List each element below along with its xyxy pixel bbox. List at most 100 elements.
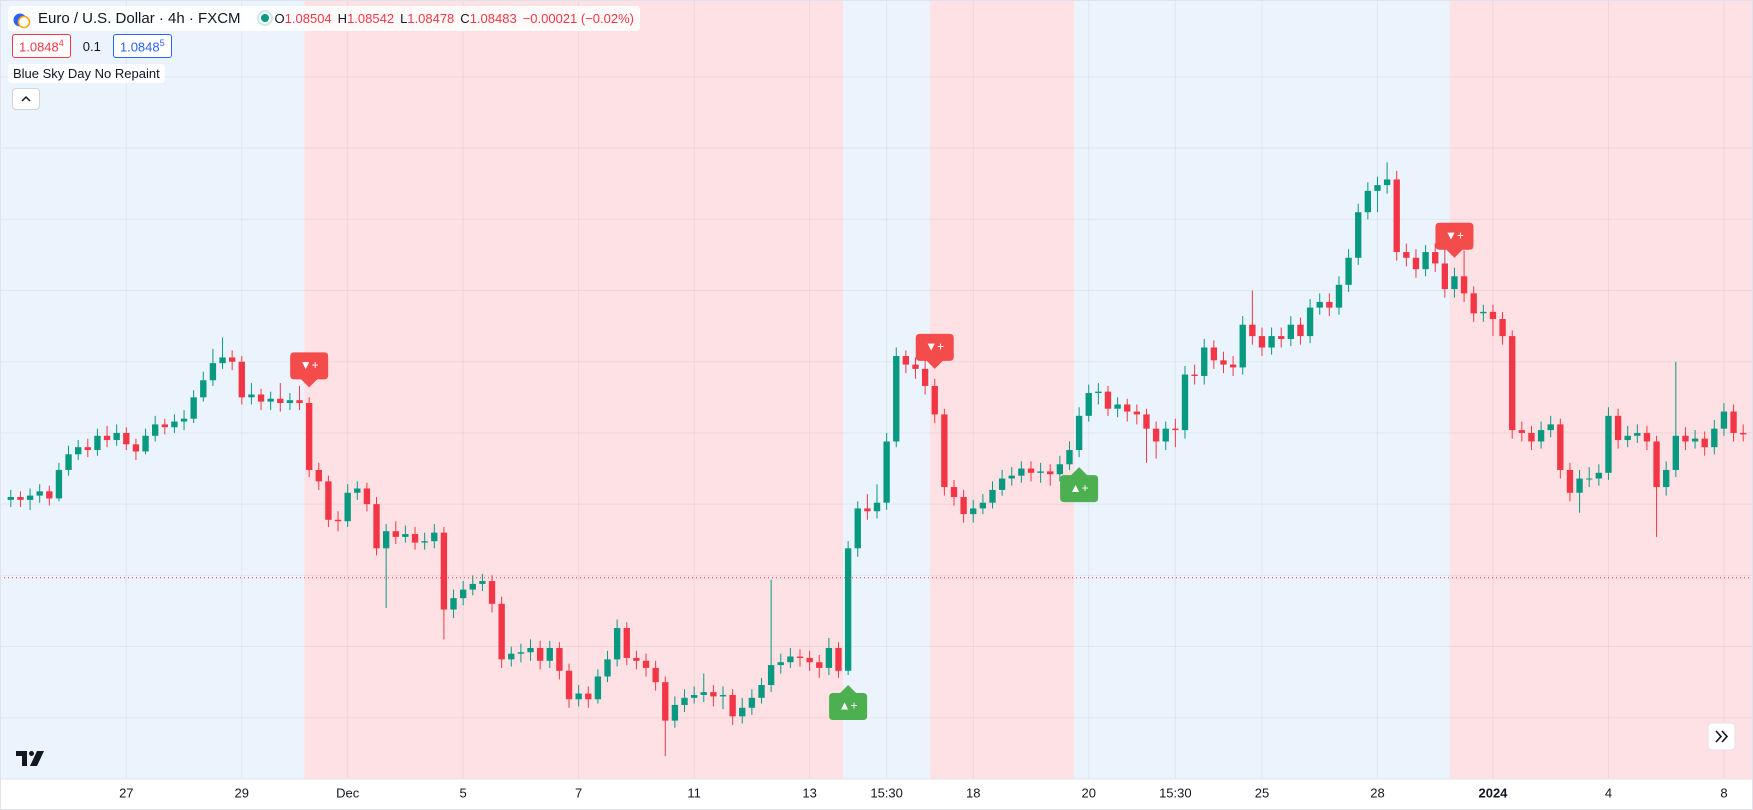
candle-body xyxy=(536,647,544,661)
candle-body xyxy=(1547,424,1554,431)
background-region xyxy=(929,0,1075,779)
candle-body xyxy=(1172,428,1179,431)
signal-shape xyxy=(1060,467,1099,503)
candle-body xyxy=(1663,469,1670,488)
candle-body xyxy=(113,432,120,441)
candle-body xyxy=(1682,435,1689,442)
candle-body xyxy=(1133,411,1141,415)
candle-body xyxy=(1162,428,1169,442)
candle-body xyxy=(671,704,679,721)
candle-body xyxy=(585,693,592,700)
flag-icon xyxy=(17,15,31,29)
candle-body xyxy=(55,469,63,499)
candle-body xyxy=(1480,311,1487,314)
candle-body xyxy=(277,398,284,404)
candle-body xyxy=(1701,438,1708,448)
candle-body xyxy=(248,394,255,398)
candle-body xyxy=(1432,252,1439,264)
candle-body xyxy=(1326,301,1333,308)
candle-body xyxy=(411,534,419,543)
signal-marker: ▼+ xyxy=(290,352,329,388)
ohlc-key: O xyxy=(274,11,285,26)
candle-body xyxy=(1278,336,1285,339)
x-tick-label: 29 xyxy=(235,785,249,800)
candle-body xyxy=(1489,311,1497,320)
symbol-header: Euro / U.S. Dollar · 4h · FXCM O 1.08504 H… xyxy=(8,6,640,31)
candle-body xyxy=(123,432,130,445)
candle-body xyxy=(1027,468,1035,473)
candle-body xyxy=(796,656,804,658)
price-box[interactable]: 1.08484 xyxy=(12,34,71,59)
signal-label: ▼+ xyxy=(925,339,944,353)
chevrons xyxy=(1715,730,1729,743)
candle-body xyxy=(382,531,390,549)
candle-body xyxy=(604,659,611,677)
candle-body xyxy=(1383,179,1391,186)
candle-body xyxy=(970,508,977,515)
candle-body xyxy=(902,356,910,365)
candle-body xyxy=(103,435,111,441)
indicator-label[interactable]: Blue Sky Day No Repaint xyxy=(8,64,165,83)
candle-body xyxy=(1191,374,1198,376)
candle-body xyxy=(1393,179,1400,253)
candle-body xyxy=(440,532,448,610)
signal-shape xyxy=(290,352,329,388)
signal-marker: ▼+ xyxy=(1435,222,1474,258)
candle-body xyxy=(488,581,496,604)
candle-body xyxy=(200,380,207,398)
candle-body xyxy=(1201,347,1208,376)
candle-body xyxy=(729,694,736,717)
x-tick-label: 4 xyxy=(1605,785,1612,800)
price-boxes: 1.08484 0.1 1.08485 xyxy=(12,34,172,59)
x-tick-label: 27 xyxy=(119,785,133,800)
background-region xyxy=(1074,0,1450,779)
candle-body xyxy=(354,488,361,493)
candle-body xyxy=(238,361,245,398)
candle-body xyxy=(459,589,467,599)
candle-body xyxy=(912,364,919,369)
candle-body xyxy=(1047,471,1054,475)
x-tick-label: 5 xyxy=(460,785,467,800)
collapse-button[interactable] xyxy=(12,88,40,110)
candle-body xyxy=(1460,276,1468,294)
candle-body xyxy=(1143,414,1150,429)
candle-body xyxy=(161,424,168,428)
candle-body xyxy=(748,697,756,708)
candle-body xyxy=(613,628,621,660)
price-box[interactable]: 1.08485 xyxy=(112,34,172,59)
scroll-to-latest-button[interactable] xyxy=(1707,722,1736,751)
candle-body xyxy=(36,491,43,496)
price-sup: 5 xyxy=(159,38,165,48)
candle-body xyxy=(1595,472,1602,479)
ohlc-key: C xyxy=(460,11,470,26)
signal-label: ▲+ xyxy=(839,699,858,713)
candle-body xyxy=(998,478,1006,490)
candle-body xyxy=(334,519,342,522)
price-box[interactable]: 0.1 xyxy=(79,39,105,54)
ohlc-value: 1.08504 xyxy=(284,11,332,26)
candle-body xyxy=(315,469,322,482)
candle-body xyxy=(739,707,746,717)
candle-body xyxy=(931,385,938,415)
x-tick-label: 18 xyxy=(966,785,980,800)
x-tick-label: 7 xyxy=(575,785,582,800)
candle-body xyxy=(950,487,958,498)
ohlc-legend: O 1.08504 H 1.08542 L 1.08478 C 1.08483 −0.00021… xyxy=(275,11,634,26)
candle-body xyxy=(864,508,871,512)
candle-body xyxy=(75,447,82,455)
candle-body xyxy=(363,488,371,505)
candle-body xyxy=(594,676,602,700)
candle-body xyxy=(1085,393,1092,416)
candle-body xyxy=(1441,263,1449,290)
candle-body xyxy=(642,660,650,668)
logo-shape xyxy=(29,751,34,756)
signal-shape xyxy=(915,333,954,369)
candle-body xyxy=(767,665,775,686)
symbol-title[interactable]: Euro / U.S. Dollar · 4h · FXCM xyxy=(38,10,241,27)
ohlc-value: 1.08542 xyxy=(347,11,395,26)
candle-body xyxy=(1239,324,1246,368)
candle-body xyxy=(219,357,226,364)
candle-body xyxy=(893,356,900,442)
ohlc-key: L xyxy=(400,11,408,26)
candle-body xyxy=(806,657,813,663)
